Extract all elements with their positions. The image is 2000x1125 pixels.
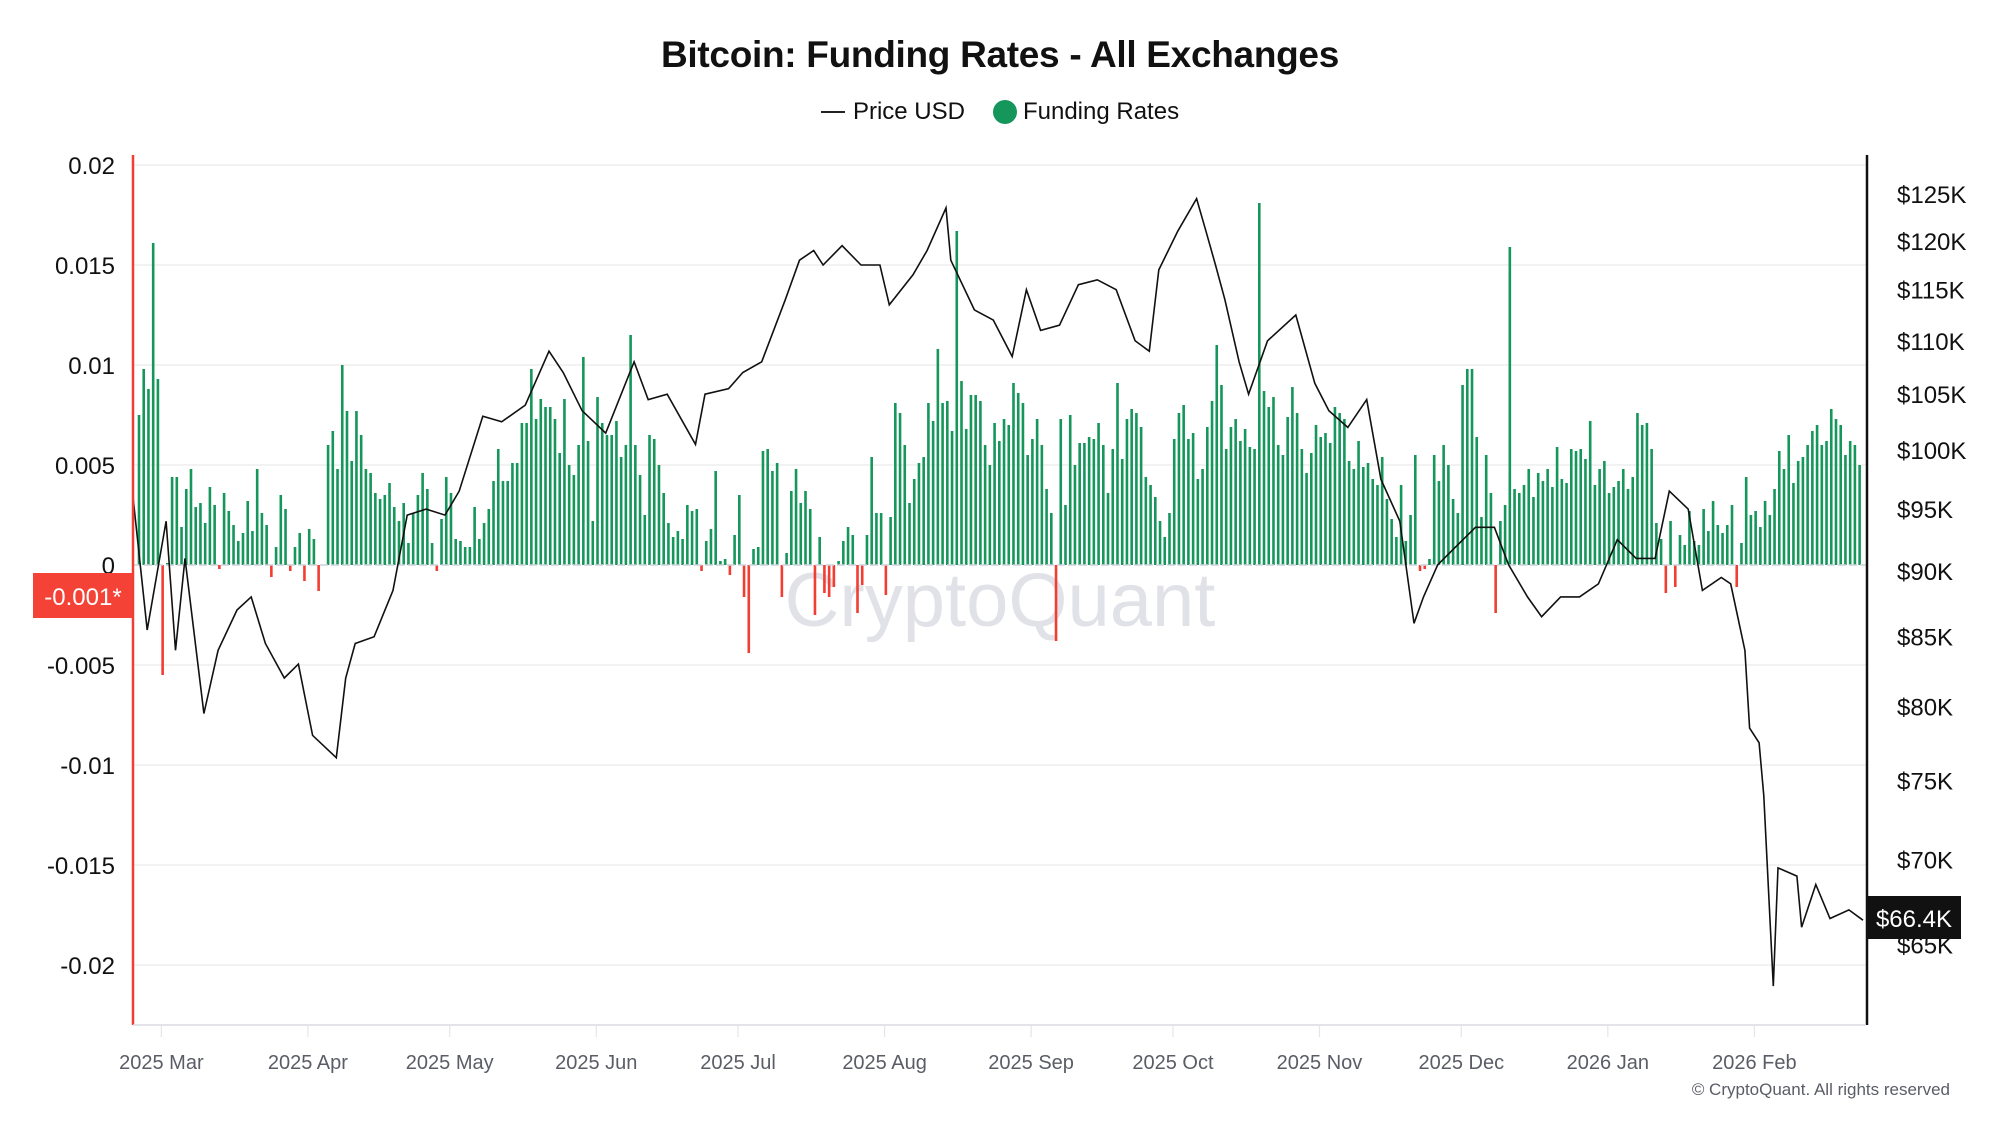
left-tick-label: -0.005 (47, 653, 115, 680)
right-tick-label: $110K (1897, 329, 1965, 356)
right-tick-label: $90K (1897, 559, 1953, 586)
x-axis-ticks: 2025 Mar 2025 Apr 2025 May 2025 Jun 2025 Jul… (119, 1025, 1797, 1074)
right-tick-label: $75K (1897, 768, 1953, 795)
right-tick-label: $105K (1897, 382, 1966, 409)
price-line (132, 196, 1864, 987)
right-value-badge: $66.4K (1868, 896, 1961, 939)
watermark: CryptoQuant (785, 558, 1216, 643)
left-tick-label: -0.015 (47, 853, 115, 880)
left-tick-label: 0.015 (55, 253, 115, 280)
right-tick-label: $120K (1897, 229, 1966, 256)
left-tick-label: 0.01 (68, 353, 115, 380)
right-tick-label: $95K (1897, 497, 1953, 524)
x-tick-label: 2025 Dec (1418, 1052, 1504, 1074)
legend: Price USD Funding Rates (0, 98, 2000, 126)
legend-label-funding: Funding Rates (1022, 98, 1180, 125)
x-tick-label: 2025 Apr (268, 1052, 348, 1074)
x-tick-label: 2025 May (406, 1052, 494, 1074)
x-tick-label: 2025 Jul (700, 1052, 776, 1074)
left-value-label: -0.001* (44, 584, 121, 611)
x-tick-label: 2026 Feb (1712, 1052, 1797, 1074)
left-tick-label: 0.02 (68, 153, 115, 180)
left-tick-label: -0.02 (60, 953, 115, 980)
chart-title: Bitcoin: Funding Rates - All Exchanges (661, 34, 1339, 75)
x-tick-label: 2025 Jun (555, 1052, 637, 1074)
right-tick-label: $115K (1897, 278, 1965, 305)
right-tick-label: $100K (1897, 438, 1966, 465)
x-tick-label: 2025 Oct (1132, 1052, 1214, 1074)
left-tick-label: 0.005 (55, 453, 115, 480)
copyright: © CryptoQuant. All rights reserved (1691, 1080, 1950, 1099)
circle-marker-icon (992, 100, 1017, 124)
legend-item-price[interactable]: Price USD (820, 98, 965, 126)
right-value-label: $66.4K (1876, 906, 1952, 933)
legend-label-price: Price USD (852, 98, 965, 125)
right-tick-label: $80K (1897, 694, 1953, 721)
legend-item-funding[interactable]: Funding Rates (992, 98, 1180, 126)
x-tick-label: 2025 Sep (988, 1052, 1074, 1074)
x-tick-label: 2026 Jan (1567, 1052, 1649, 1074)
left-axis-ticks: 0.020.0150.010.0050-0.005-0.01-0.015-0.0… (47, 153, 115, 980)
x-tick-label: 2025 Mar (119, 1052, 204, 1074)
x-tick-label: 2025 Nov (1277, 1052, 1363, 1074)
right-tick-label: $85K (1897, 625, 1953, 652)
gridlines (133, 164, 1866, 966)
left-tick-label: -0.01 (60, 753, 115, 780)
right-tick-label: $125K (1897, 182, 1966, 209)
x-tick-label: 2025 Aug (842, 1052, 927, 1074)
right-axis-ticks: $125K $120K $115K $110K $105K $100K $95K $90K $8… (1897, 182, 1966, 960)
funding-bars (137, 203, 1861, 675)
right-tick-label: $70K (1897, 848, 1953, 875)
left-value-badge: -0.001* (33, 573, 132, 618)
line-marker-icon (820, 111, 845, 113)
